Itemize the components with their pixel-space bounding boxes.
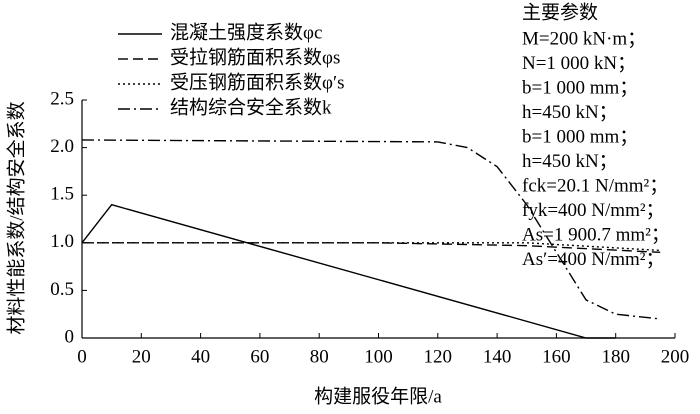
x-tick-label: 100	[364, 346, 393, 367]
annotation: As=1 900.7 mm²；	[522, 224, 670, 245]
x-tick-label: 60	[250, 346, 269, 367]
x-axis-label: 构建服役年限/a	[314, 385, 442, 407]
series-line	[81, 139, 661, 320]
x-tick-label: 200	[661, 346, 690, 367]
x-tick-label: 120	[424, 346, 453, 367]
annotation-title: 主要参数	[522, 1, 598, 23]
legend-label: 受压钢筋面积系数φ′s	[170, 71, 345, 93]
annotation: b=1 000 mm；	[522, 77, 638, 98]
series-line	[81, 203, 616, 339]
x-tick-label: 40	[191, 346, 210, 367]
annotation: h=450 kN；	[522, 102, 618, 123]
annotation: As′=400 N/mm²；	[522, 249, 665, 270]
legend-label: 受拉钢筋面积系数φs	[170, 46, 340, 68]
y-axis-label: 材料性能系数/结构安全系数	[5, 101, 27, 334]
y-tick-label: 0	[65, 326, 75, 347]
annotation: fck=20.1 N/mm²；	[522, 175, 668, 196]
annotation: h=450 kN；	[522, 151, 618, 172]
y-tick-label: 1.5	[50, 184, 74, 205]
x-tick-label: 0	[77, 346, 87, 367]
annotation: fyk=400 N/mm²；	[522, 200, 665, 221]
x-tick-label: 80	[310, 346, 329, 367]
y-tick-label: 2.5	[50, 88, 74, 109]
x-tick-label: 20	[132, 346, 151, 367]
y-tick-label: 0.5	[50, 279, 74, 300]
x-tick-label: 140	[483, 346, 512, 367]
legend-label: 结构综合安全系数k	[170, 96, 332, 118]
x-tick-label: 180	[601, 346, 630, 367]
series-line	[82, 242, 661, 254]
y-tick-label: 1.0	[50, 231, 74, 252]
legend-label: 混凝土强度系数φc	[170, 21, 322, 43]
annotation: N=1 000 kN；	[522, 53, 636, 74]
y-tick-label: 2.0	[50, 136, 74, 157]
x-tick-label: 160	[542, 346, 571, 367]
annotation: b=1 000 mm；	[522, 126, 638, 147]
annotation: M=200 kN·m；	[522, 28, 646, 49]
